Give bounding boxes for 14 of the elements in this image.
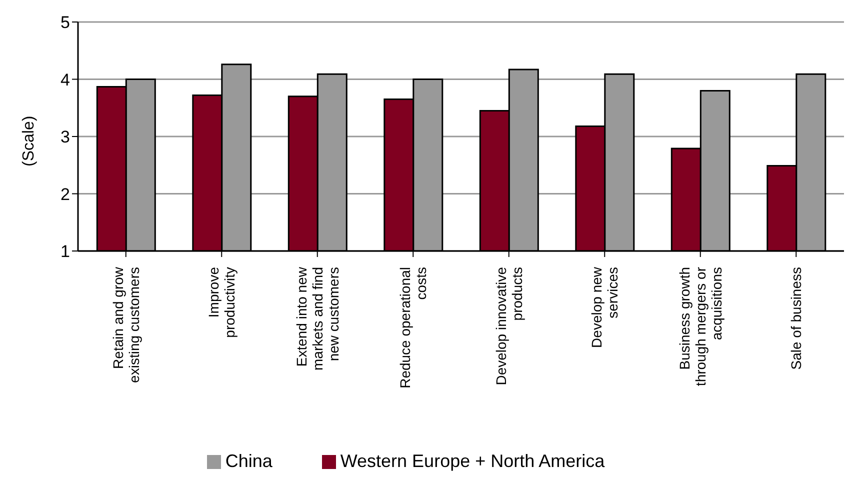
legend-label: China xyxy=(225,451,272,471)
y-tick-label: 3 xyxy=(60,128,70,147)
x-tick-label: Reduce operational costs xyxy=(397,267,430,388)
y-tick-label: 4 xyxy=(60,70,70,90)
y-tick-label: 1 xyxy=(60,242,70,262)
y-axis-title: (Scale) xyxy=(20,116,38,166)
y-tick-label: 2 xyxy=(60,184,70,204)
x-tick-label: Retain and grow existing customers xyxy=(110,266,142,383)
x-tick-label: Develop innovative products xyxy=(492,266,525,386)
legend-label: Western Europe + North America xyxy=(340,451,605,471)
x-tick-label: Sale of business xyxy=(788,267,804,370)
y-tick-label: 5 xyxy=(60,13,70,32)
x-tick-label: Improve productivity xyxy=(206,266,238,338)
x-tick-label: Develop new services xyxy=(588,266,621,348)
